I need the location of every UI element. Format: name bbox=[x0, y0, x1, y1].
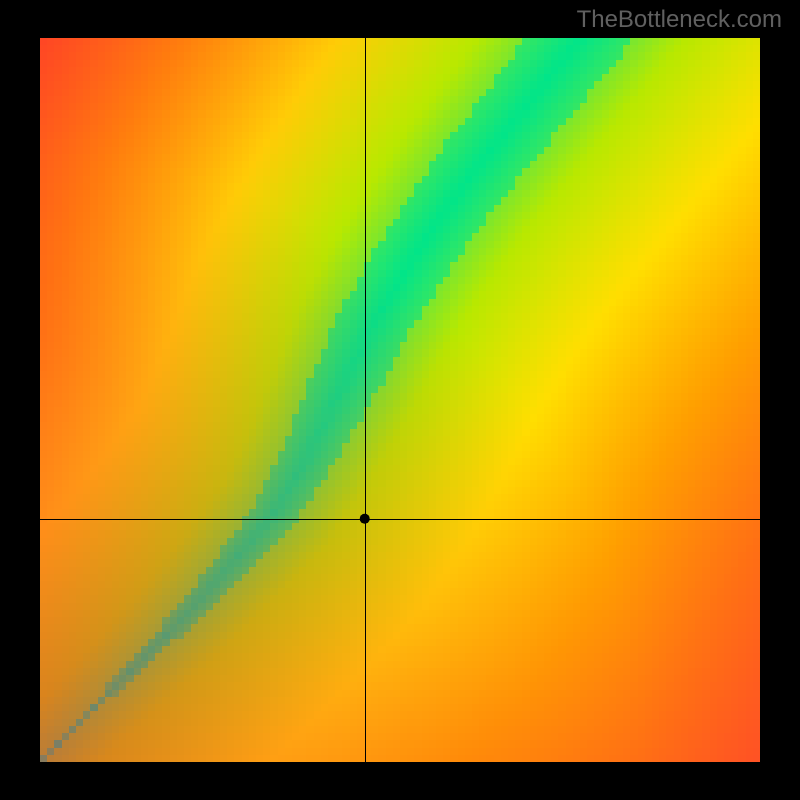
watermark-label: TheBottleneck.com bbox=[577, 6, 782, 34]
bottleneck-heatmap-canvas bbox=[0, 0, 800, 800]
root: { "canvas": { "width": 800, "height": 80… bbox=[0, 0, 800, 800]
